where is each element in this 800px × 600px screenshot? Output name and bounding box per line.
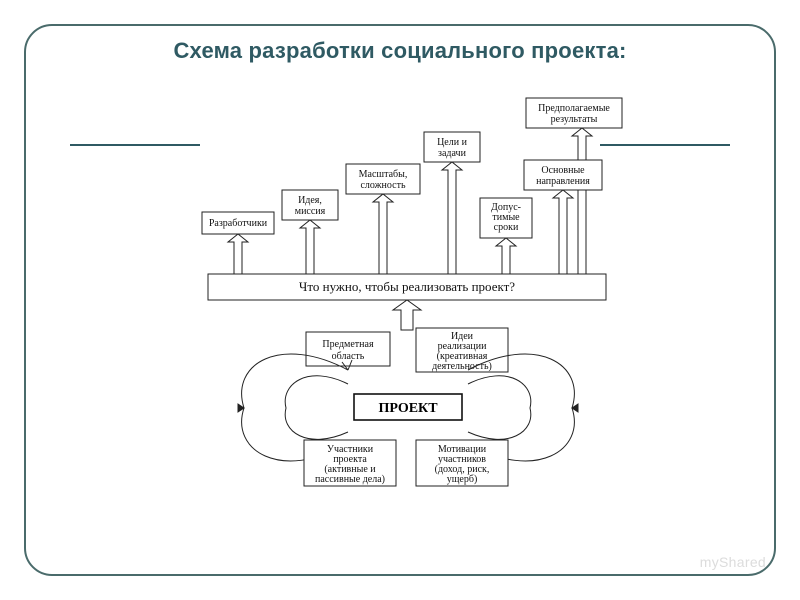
- center-up-arrow: [393, 300, 421, 330]
- label: ПРОЕКТ: [378, 401, 438, 416]
- label-line2: область: [332, 351, 365, 362]
- label-line3: сроки: [494, 222, 519, 233]
- label: Что нужно, чтобы реализовать проект?: [299, 279, 515, 294]
- node-proekt: ПРОЕКТ: [354, 394, 462, 420]
- label-line2: направления: [536, 176, 590, 187]
- label-line2: задачи: [438, 148, 467, 159]
- node-dopustimye-sroki: Допус- тимые сроки: [480, 198, 532, 238]
- label-line2: сложность: [360, 180, 405, 191]
- accent-line-left: [70, 144, 200, 146]
- label-line4: пассивные дела): [315, 474, 385, 485]
- node-celi-zadachi: Цели и задачи: [424, 132, 480, 162]
- node-motivacii-uchastnikov: Мотивации участников (доход, риск, ущерб…: [416, 440, 508, 486]
- label-line1: Масштабы,: [359, 169, 408, 180]
- diagram-flowchart: Разработчики Идея, миссия Масштабы, слож…: [190, 84, 630, 564]
- label-line1: Цели и: [437, 137, 468, 148]
- node-predpolagaemye-rezultaty: Предполагаемые результаты: [526, 98, 622, 128]
- node-ideya-missiya: Идея, миссия: [282, 190, 338, 220]
- node-uchastniki-proekta: Участники проекта (активные и пассивные …: [304, 440, 396, 486]
- label-line1: Идея,: [298, 195, 322, 206]
- node-osnovnye-napravleniya: Основные направления: [524, 160, 602, 190]
- label-line2: миссия: [295, 206, 326, 217]
- page-title: Схема разработки социального проекта:: [0, 38, 800, 64]
- label-line1: Основные: [541, 165, 585, 176]
- label: Разработчики: [209, 218, 268, 229]
- node-chto-nuzhno: Что нужно, чтобы реализовать проект?: [208, 274, 606, 300]
- label-line4: ущерб): [447, 474, 478, 485]
- label-line1: Предполагаемые: [538, 103, 610, 114]
- node-idei-realizacii: Идеи реализации (креативная деятельность…: [416, 328, 508, 372]
- watermark: myShared: [700, 554, 766, 570]
- label-line2: результаты: [551, 114, 598, 125]
- label-line1: Предметная: [322, 339, 374, 350]
- node-masshtaby: Масштабы, сложность: [346, 164, 420, 194]
- node-razrabotchiki: Разработчики: [202, 212, 274, 234]
- node-predmetnaya-oblast: Предметная область: [306, 332, 390, 366]
